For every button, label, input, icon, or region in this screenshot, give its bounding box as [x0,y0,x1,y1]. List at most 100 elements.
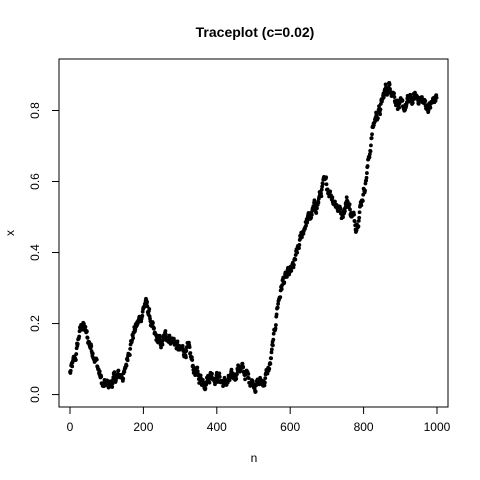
data-point [90,351,95,356]
data-point [268,361,273,366]
data-point [395,98,399,103]
data-point [410,100,415,105]
data-point [127,353,132,357]
data-point [359,203,364,208]
data-point [188,351,193,355]
data-point [273,326,278,331]
data-point [262,380,267,385]
data-point [243,377,247,382]
data-point [328,189,333,194]
data-point [365,171,369,175]
data-point [195,365,200,370]
x-tick-label: 200 [133,420,153,434]
data-point [282,280,287,285]
data-point [124,363,129,368]
data-point [274,312,279,317]
data-point [397,105,402,110]
data-point [82,322,86,326]
data-point [314,211,319,215]
data-point [352,212,356,217]
data-point [84,329,89,334]
data-point [342,209,347,213]
data-point [195,369,200,373]
y-tick-label: 0.4 [28,244,42,261]
data-point [110,385,115,389]
data-point [293,257,298,262]
data-point [94,357,99,362]
data-point [291,263,296,267]
data-point [348,207,352,212]
data-point [145,299,149,304]
chart-title: Traceplot (c=0.02) [196,24,315,40]
data-point [333,199,337,204]
data-point [246,376,251,381]
y-tick-label: 0.2 [28,315,42,332]
data-point [370,132,374,137]
data-point [275,305,280,310]
data-point [160,342,165,347]
data-point [110,381,115,386]
data-point [324,182,329,187]
data-point [125,358,130,363]
data-point [309,213,314,217]
data-point [364,178,369,183]
data-point [74,352,79,356]
y-axis: 0.0 0.2 0.4 0.6 0.8 [28,102,60,403]
data-point [187,345,192,350]
data-point [420,95,424,99]
data-point [151,321,155,325]
data-point [364,175,369,180]
y-tick-label: 0.8 [28,102,42,119]
data-point [360,198,365,203]
x-tick-label: 1000 [424,420,451,434]
data-point [85,335,90,340]
data-point [269,347,274,352]
data-point [295,250,300,255]
data-point [158,333,162,338]
data-point [200,377,205,382]
data-point [145,304,150,309]
data-point [184,355,188,360]
data-point [210,371,214,376]
data-point [387,82,392,87]
data-point [112,370,117,375]
data-point [383,82,388,87]
data-point [262,383,267,388]
data-point [368,149,373,154]
data-point [338,206,343,211]
data-point [89,344,94,349]
data-point [367,155,372,160]
data-point [73,358,78,362]
data-point [276,301,280,306]
data-point [246,372,251,376]
data-point [271,337,276,342]
data-point [363,181,368,186]
data-point [376,116,380,121]
data-point [319,194,324,199]
data-point [297,246,301,251]
data-point [203,386,208,391]
data-point [190,358,195,362]
data-point [423,98,428,103]
data-point [207,380,212,385]
data-point [378,112,383,117]
data-point [235,372,239,377]
data-point [297,242,302,247]
data-point [357,210,362,215]
data-point [175,339,180,344]
data-point [392,95,397,99]
data-point [269,350,274,355]
data-point [217,371,222,376]
y-axis-label: x [3,230,17,236]
data-point [68,368,73,373]
data-point [167,333,172,338]
data-point [434,95,439,100]
data-point [344,195,349,200]
data-point [278,295,283,300]
data-point [184,348,189,353]
data-point [273,323,278,327]
data-point [121,376,126,381]
data-point [241,364,246,369]
data-point [198,373,203,378]
